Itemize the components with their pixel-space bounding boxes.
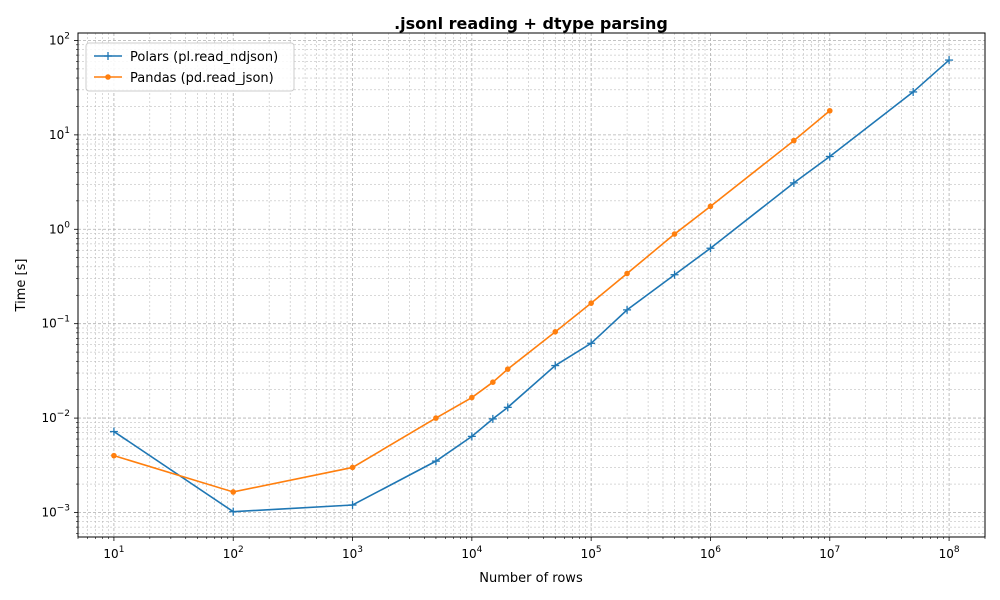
y-tick-label: 10−2: [41, 409, 70, 425]
x-tick-label: 102: [223, 545, 244, 561]
data-point: [789, 178, 798, 187]
data-point: [706, 244, 715, 253]
series-line: [113, 110, 831, 493]
y-tick-label: 10−1: [41, 315, 70, 331]
data-point: [671, 231, 678, 237]
y-axis-label: Time [s]: [14, 259, 29, 313]
chart-title: .jsonl reading + dtype parsing: [394, 14, 668, 33]
x-tick-label: 106: [700, 545, 721, 561]
legend-item: Pandas (pd.read_json): [94, 71, 274, 86]
data-point: [348, 501, 357, 510]
x-tick-label: 105: [581, 545, 602, 561]
data-point: [826, 107, 833, 114]
data-point: [111, 452, 117, 459]
data-point: [825, 152, 834, 161]
legend: Polars (pl.read_ndjson) Pandas (pd.read_j…: [85, 42, 295, 92]
data-point: [587, 339, 596, 348]
x-tick-label: 101: [103, 545, 124, 561]
data-point: [490, 379, 496, 385]
data-point: [945, 56, 954, 65]
y-axis-ticks: 10−3 10−2 10−1 100 101 102: [41, 31, 78, 534]
legend-item: Polars (pl.read_ndjson): [94, 50, 278, 65]
legend-swatch-marker: [104, 52, 112, 60]
data-point: [433, 415, 439, 421]
legend-swatch-marker: [105, 74, 111, 80]
data-point: [488, 414, 497, 423]
minor-grid: [77, 33, 986, 537]
x-axis-label: Number of rows: [479, 571, 583, 586]
x-tick-label: 103: [342, 545, 363, 561]
data-point: [504, 366, 511, 372]
series-polars: [109, 56, 954, 516]
y-tick-label: 100: [49, 220, 70, 236]
data-point: [909, 87, 918, 96]
data-point: [624, 270, 630, 277]
data-point: [467, 432, 476, 441]
data-point: [670, 270, 679, 279]
data-point: [230, 489, 237, 495]
data-point: [707, 203, 714, 210]
series-pandas: [111, 107, 833, 495]
data-point: [349, 464, 356, 471]
series-layer: [109, 56, 954, 516]
legend-label: Polars (pl.read_ndjson): [130, 50, 278, 65]
data-point: [588, 300, 594, 306]
data-point: [431, 457, 440, 466]
x-tick-label: 108: [939, 545, 960, 561]
data-point: [791, 137, 797, 144]
legend-label: Pandas (pd.read_json): [130, 71, 274, 86]
y-tick-label: 102: [49, 31, 70, 47]
data-point: [469, 394, 475, 401]
data-point: [552, 329, 559, 335]
y-tick-label: 10−3: [41, 503, 70, 519]
data-point: [551, 361, 560, 370]
x-tick-label: 107: [819, 545, 840, 561]
data-point: [109, 427, 118, 436]
y-tick-label: 101: [49, 126, 70, 142]
data-point: [503, 403, 512, 412]
x-tick-label: 104: [461, 545, 482, 561]
legend-box: [85, 42, 295, 92]
major-grid: [78, 33, 985, 537]
data-point: [623, 305, 632, 314]
x-axis-ticks: 101 102 103 104 105 106 107 108: [77, 537, 986, 561]
series-line: [113, 59, 950, 513]
plot-frame: [77, 32, 986, 538]
data-point: [229, 507, 238, 516]
